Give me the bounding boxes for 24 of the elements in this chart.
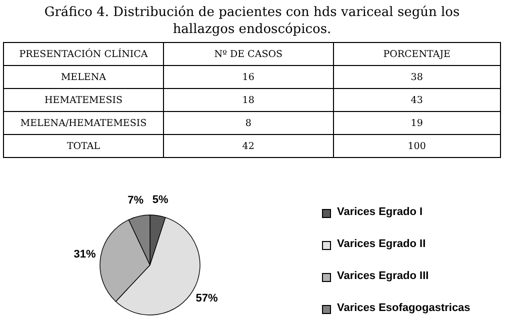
legend-label: Varices Egrado II (337, 238, 427, 251)
data-label: 7% (128, 194, 144, 207)
data-label: 38 (333, 66, 500, 88)
category-label: TOTAL (4, 134, 164, 158)
data-label: 100 (333, 134, 500, 158)
data-label: 43 (333, 88, 500, 112)
data-label: 42 (164, 134, 334, 158)
text: PORCENTAJE (333, 42, 500, 66)
data-label: 8 (164, 112, 334, 134)
category-label: MELENA/HEMATEMESIS (4, 112, 164, 134)
text: PRESENTACIÓN CLÍNICA (4, 42, 164, 66)
data-label: 19 (333, 112, 500, 134)
text: Gráfico 4. Distribución de pacientes con hds variceal según los hallazgos endoscópicos. (43, 4, 461, 38)
data-label: 31% (74, 248, 96, 261)
data-label: 16 (164, 66, 334, 88)
text: Nº DE CASOS (164, 42, 334, 66)
legend-label: Varices Esofagogastricas (337, 302, 472, 315)
data-label: 57% (196, 292, 218, 305)
legend-label: Varices Egrado III (337, 270, 430, 283)
category-label: HEMATEMESIS (4, 88, 164, 112)
category-label: MELENA (4, 66, 164, 88)
data-label: 5% (152, 194, 168, 206)
data-label: 18 (164, 88, 334, 112)
legend-label: Varices Egrado I (337, 206, 424, 219)
